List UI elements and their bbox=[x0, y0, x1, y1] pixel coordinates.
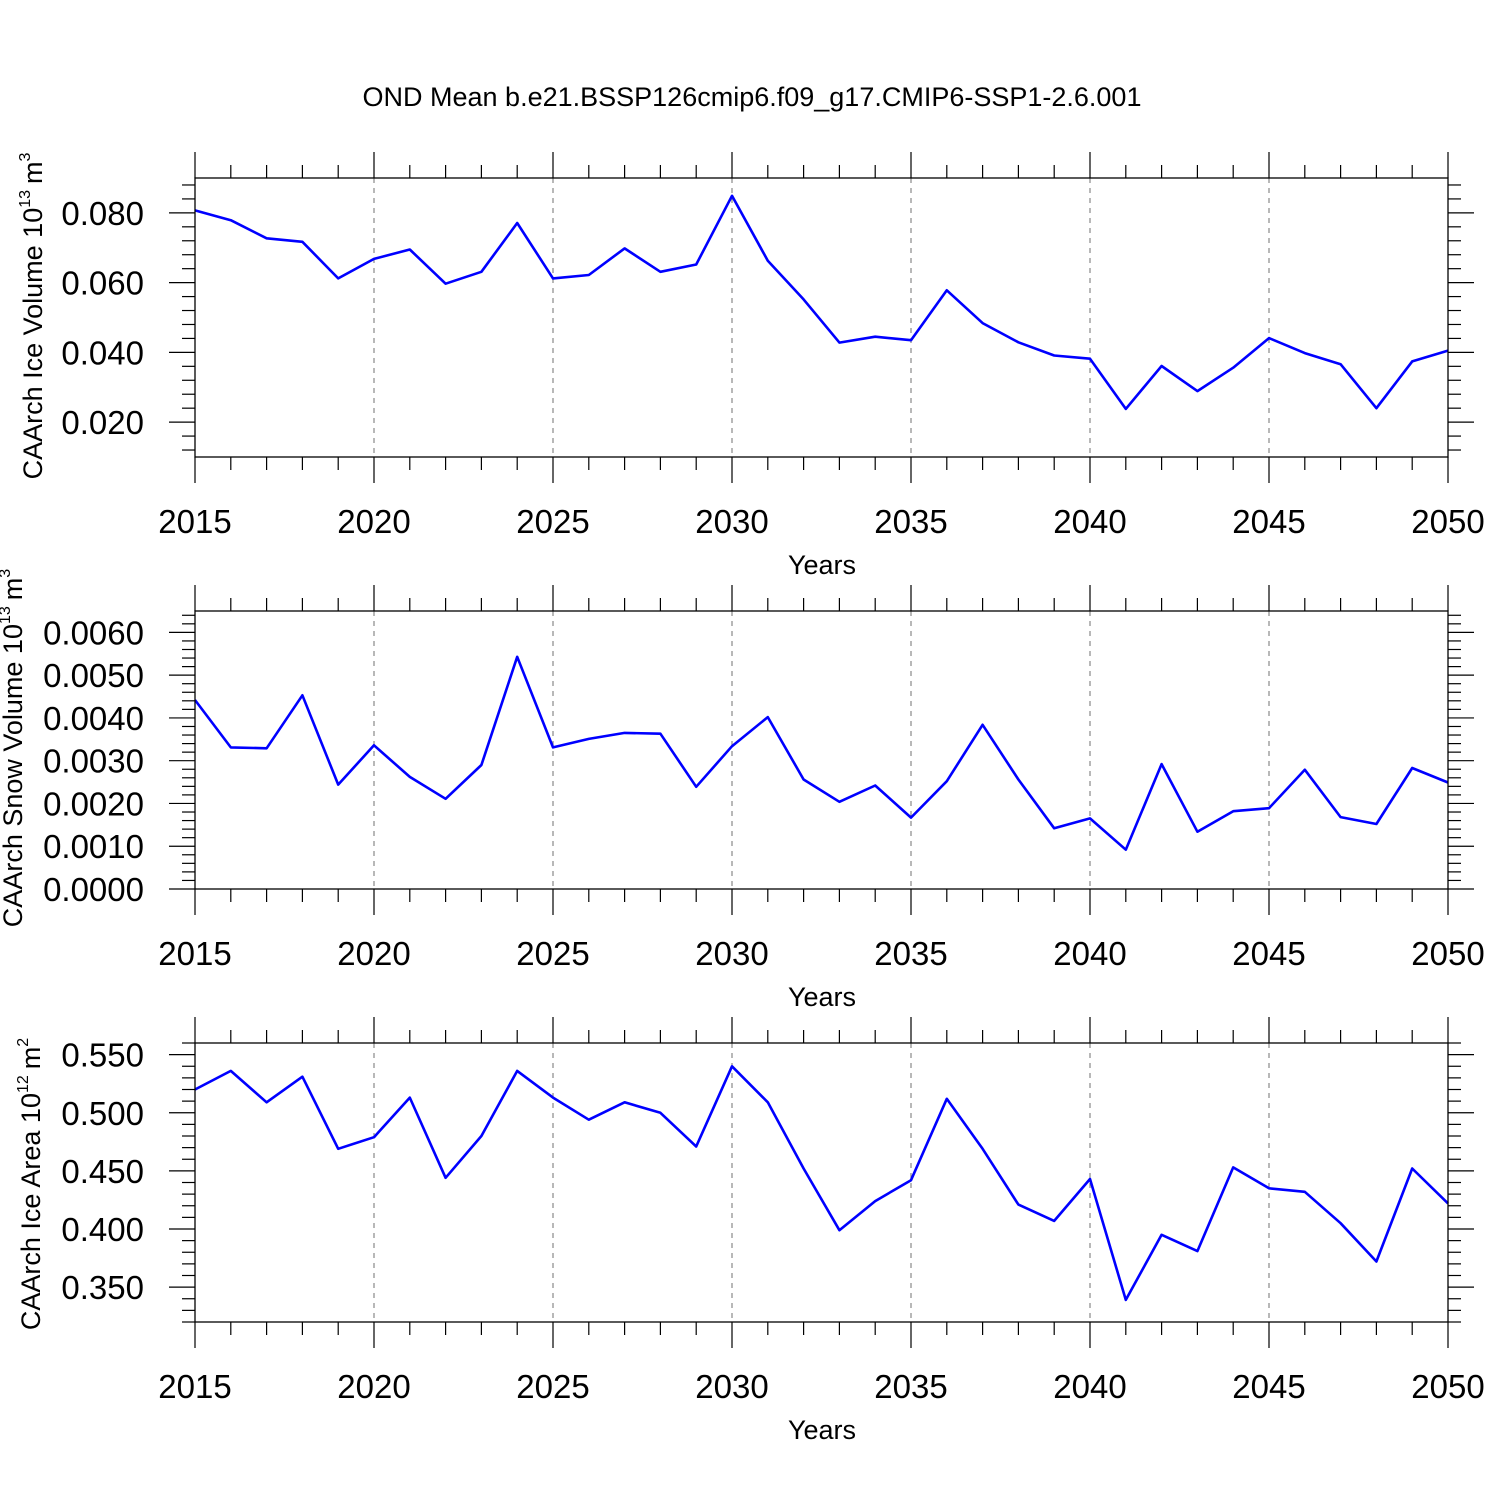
x-tick-label: 2025 bbox=[516, 1368, 589, 1405]
x-axis-title: Years bbox=[788, 982, 856, 1012]
y-tick-label: 0.450 bbox=[61, 1153, 144, 1190]
y-tick-label: 0.500 bbox=[61, 1095, 144, 1132]
x-tick-label: 2030 bbox=[695, 1368, 768, 1405]
y-axis-title: CAArch Ice Area 1012 m2 bbox=[15, 1038, 46, 1330]
x-tick-label: 2050 bbox=[1411, 1368, 1484, 1405]
y-tick-label: 0.0020 bbox=[43, 785, 144, 822]
x-tick-label: 2045 bbox=[1232, 935, 1305, 972]
y-axis-title-exponent: 13 bbox=[0, 606, 14, 624]
plot-frame bbox=[194, 610, 1449, 890]
y-tick-label: 0.0040 bbox=[43, 700, 144, 737]
x-tick-label: 2015 bbox=[158, 1368, 231, 1405]
x-tick-label: 2040 bbox=[1053, 503, 1126, 540]
x-tick-label: 2040 bbox=[1053, 935, 1126, 972]
y-tick-label: 0.350 bbox=[61, 1269, 144, 1306]
y-axis-title-text: CAArch Ice Area 10 bbox=[16, 1093, 46, 1330]
y-tick-label: 0.0060 bbox=[43, 614, 144, 651]
y-axis-title-exponent: 12 bbox=[15, 1075, 32, 1093]
x-tick-label: 2040 bbox=[1053, 1368, 1126, 1405]
x-tick-label: 2050 bbox=[1411, 935, 1484, 972]
y-tick-label: 0.040 bbox=[61, 334, 144, 371]
y-axis-title-unit-exponent: 3 bbox=[0, 569, 14, 578]
x-tick-label: 2020 bbox=[337, 935, 410, 972]
x-tick-label: 2025 bbox=[516, 503, 589, 540]
data-series-line bbox=[194, 194, 1449, 411]
y-axis-title-unit: m bbox=[0, 578, 28, 601]
x-tick-label: 2035 bbox=[874, 1368, 947, 1405]
data-series-line bbox=[193, 655, 1449, 852]
y-tick-label: 0.0000 bbox=[43, 871, 144, 908]
x-tick-label: 2045 bbox=[1232, 503, 1305, 540]
ice-area-panel: 2015 2020 2025 2030 2035 2040 2045 2050 0.350 0.4… bbox=[15, 1017, 1485, 1445]
x-tick-label: 2020 bbox=[337, 1368, 410, 1405]
data-series-line bbox=[194, 1065, 1449, 1302]
y-axis-title-text: CAArch Ice Volume 10 bbox=[18, 208, 48, 480]
ice-volume-panel: 2015 2020 2025 2030 2035 2040 2045 2050 0.020 0.0… bbox=[17, 152, 1485, 580]
y-tick-label: 0.020 bbox=[61, 404, 144, 441]
y-axis-title-exponent: 13 bbox=[17, 190, 34, 208]
x-axis-title: Years bbox=[788, 550, 856, 580]
y-tick-label: 0.0010 bbox=[43, 828, 144, 865]
y-axis-title-unit-exponent: 2 bbox=[15, 1038, 32, 1047]
plot-frame bbox=[194, 177, 1449, 458]
x-tick-label: 2035 bbox=[874, 503, 947, 540]
x-tick-label: 2015 bbox=[158, 935, 231, 972]
x-tick-label: 2050 bbox=[1411, 503, 1484, 540]
y-tick-label: 0.550 bbox=[61, 1037, 144, 1074]
y-tick-label: 0.400 bbox=[61, 1211, 144, 1248]
x-axis-title: Years bbox=[788, 1415, 856, 1445]
y-axis-title-unit: m bbox=[18, 161, 48, 184]
y-axis-title-unit-exponent: 3 bbox=[17, 152, 34, 161]
snow-volume-panel: 2015 2020 2025 2030 2035 2040 2045 2050 0.0000 0.… bbox=[0, 569, 1485, 1012]
x-tick-label: 2030 bbox=[695, 503, 768, 540]
y-axis-title-text: CAArch Snow Volume 10 bbox=[0, 624, 28, 927]
figure-title: OND Mean b.e21.BSSP126cmip6.f09_g17.CMIP… bbox=[363, 82, 1142, 112]
y-axis-title: CAArch Ice Volume 1013 m3 bbox=[17, 152, 48, 479]
y-tick-label: 0.080 bbox=[61, 195, 144, 232]
y-tick-label: 0.060 bbox=[61, 265, 144, 302]
x-tick-label: 2045 bbox=[1232, 1368, 1305, 1405]
x-tick-label: 2030 bbox=[695, 935, 768, 972]
y-tick-label: 0.0050 bbox=[43, 657, 144, 694]
y-axis-title: CAArch Snow Volume 1013 m3 bbox=[0, 569, 28, 927]
x-tick-label: 2020 bbox=[337, 503, 410, 540]
x-tick-label: 2015 bbox=[158, 503, 231, 540]
y-axis-title-unit: m bbox=[16, 1047, 46, 1070]
x-tick-label: 2035 bbox=[874, 935, 947, 972]
y-tick-label: 0.0030 bbox=[43, 743, 144, 780]
x-tick-label: 2025 bbox=[516, 935, 589, 972]
